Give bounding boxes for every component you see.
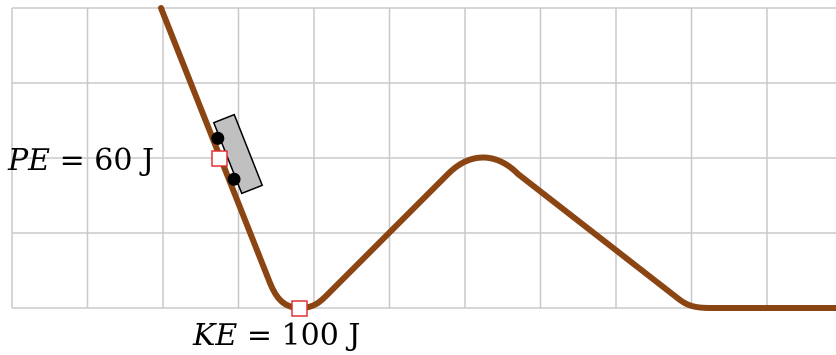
potential-energy-label: PE = 60 J <box>8 146 154 176</box>
pe-value: = 60 J <box>50 143 155 178</box>
ke-symbol: KE <box>193 318 238 353</box>
pe-symbol: PE <box>8 143 51 178</box>
background-grid <box>11 7 836 309</box>
cart-front-wheel <box>211 131 225 145</box>
roller-coaster-cart <box>211 113 264 195</box>
cart-body <box>212 113 264 195</box>
ke-position-marker <box>291 300 308 317</box>
roller-coaster-track <box>158 5 836 311</box>
kinetic-energy-label: KE = 100 J <box>193 321 360 351</box>
ke-value: = 100 J <box>237 318 361 353</box>
pe-position-marker <box>211 150 228 167</box>
cart-rear-wheel <box>227 172 241 186</box>
